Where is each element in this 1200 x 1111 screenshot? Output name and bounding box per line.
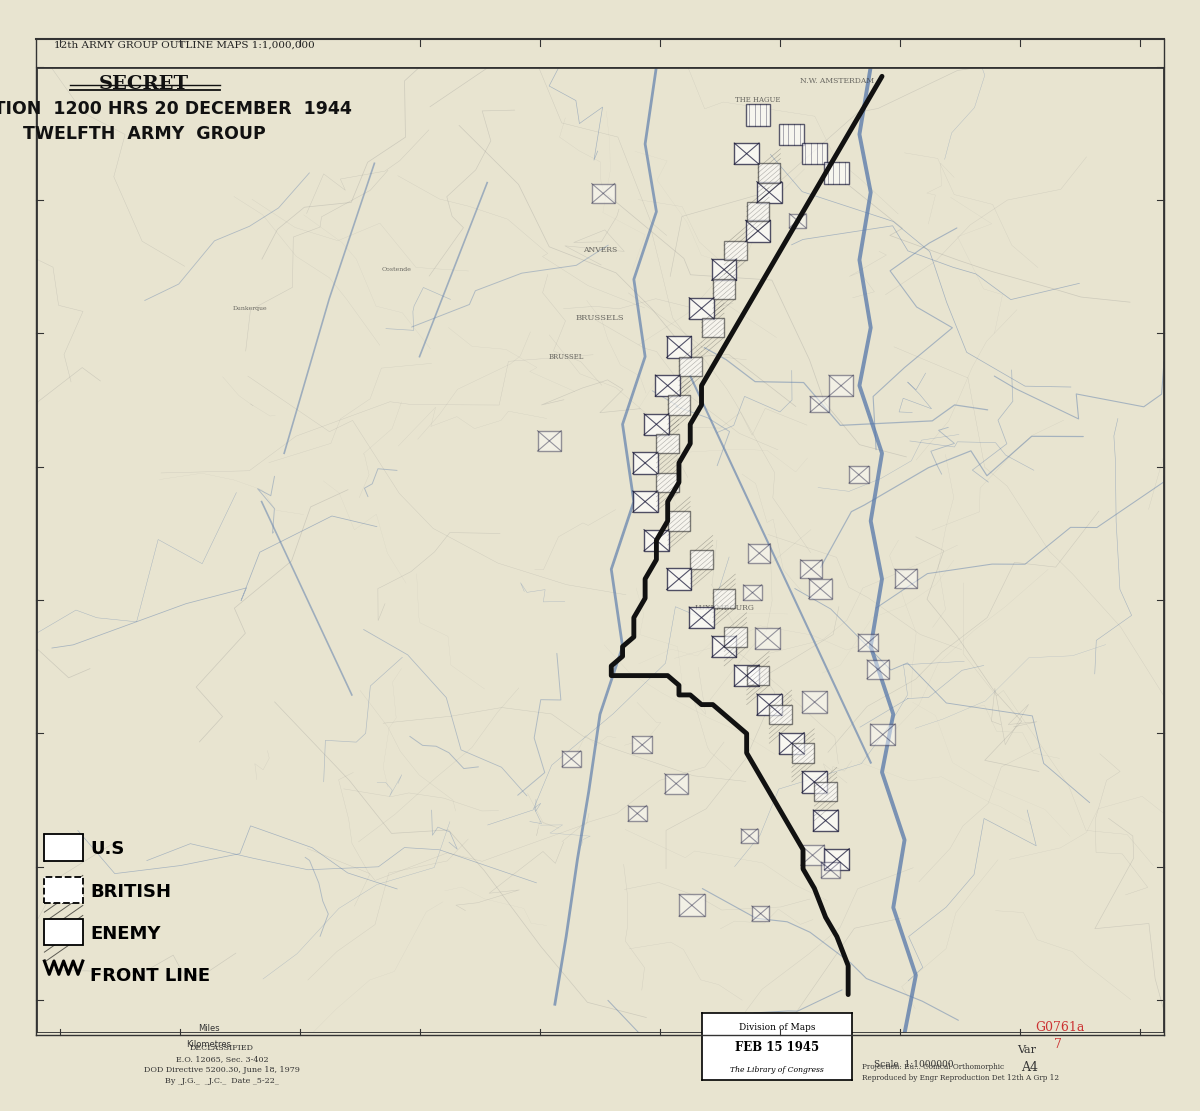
Bar xyxy=(666,337,691,358)
Bar xyxy=(800,560,822,578)
Bar xyxy=(829,376,853,397)
Text: A4: A4 xyxy=(1021,1061,1038,1074)
Bar xyxy=(769,704,792,724)
Text: Dunkerque: Dunkerque xyxy=(233,306,268,311)
Text: 12th ARMY GROUP OUTLINE MAPS 1:1,000,000: 12th ARMY GROUP OUTLINE MAPS 1:1,000,000 xyxy=(54,41,314,50)
Bar xyxy=(734,143,760,164)
Bar xyxy=(712,259,737,280)
Bar xyxy=(814,810,838,831)
Bar xyxy=(757,182,781,203)
Bar xyxy=(824,162,850,183)
Bar xyxy=(757,694,781,715)
Bar xyxy=(724,241,746,260)
Bar xyxy=(689,607,714,628)
Bar xyxy=(656,472,679,492)
Bar xyxy=(628,805,647,821)
Bar xyxy=(538,431,562,451)
Bar xyxy=(751,905,769,921)
Bar xyxy=(802,143,827,164)
Bar xyxy=(690,550,713,569)
Bar xyxy=(702,318,724,338)
Bar xyxy=(809,579,832,599)
Text: BRUSSELS: BRUSSELS xyxy=(576,314,624,322)
Text: SECRET: SECRET xyxy=(98,74,190,93)
Text: BRUSSEL: BRUSSEL xyxy=(548,352,584,361)
Bar xyxy=(644,413,668,434)
Text: Division of Maps: Division of Maps xyxy=(739,1023,815,1032)
Bar xyxy=(746,665,769,685)
Text: DECLASSIFIED
E.O. 12065, Sec. 3-402
DOD Directive 5200.30, June 18, 1979
By _J.G: DECLASSIFIED E.O. 12065, Sec. 3-402 DOD … xyxy=(144,1044,300,1085)
Bar xyxy=(667,396,690,414)
Bar xyxy=(734,665,760,687)
Bar xyxy=(746,202,769,221)
Text: The Library of Congress: The Library of Congress xyxy=(730,1065,824,1074)
Bar xyxy=(802,771,827,792)
Text: Oostende: Oostende xyxy=(382,267,412,272)
Bar xyxy=(743,584,762,600)
Bar xyxy=(742,829,757,843)
Text: 7: 7 xyxy=(1054,1038,1062,1051)
Text: G0761a: G0761a xyxy=(1036,1021,1085,1034)
Bar xyxy=(858,634,878,651)
Bar xyxy=(632,491,658,512)
Bar xyxy=(895,569,917,588)
Text: BRITISH: BRITISH xyxy=(90,882,172,901)
Bar xyxy=(803,691,827,712)
Bar xyxy=(667,511,690,531)
Text: Kilometres: Kilometres xyxy=(186,1040,230,1049)
Bar xyxy=(749,543,770,562)
Bar xyxy=(644,530,668,551)
Bar xyxy=(712,635,737,658)
Bar xyxy=(779,123,804,144)
Bar xyxy=(850,467,869,483)
Bar xyxy=(815,782,836,801)
Text: Miles: Miles xyxy=(198,1024,220,1033)
Bar xyxy=(689,298,714,319)
Bar xyxy=(666,569,691,590)
Bar xyxy=(779,732,804,754)
Bar xyxy=(745,220,770,241)
Bar xyxy=(790,213,806,228)
Text: LUXEMBOURG: LUXEMBOURG xyxy=(694,604,754,612)
Text: Projection: Eu... Conical Orthomorphic
Reproduced by Engr Reproduction Det 12th : Projection: Eu... Conical Orthomorphic R… xyxy=(862,1063,1058,1082)
Bar xyxy=(800,845,824,865)
Bar xyxy=(592,183,614,203)
Bar xyxy=(866,660,889,679)
Bar xyxy=(713,279,736,299)
Bar xyxy=(679,357,702,376)
Bar xyxy=(810,397,828,412)
Bar xyxy=(632,452,658,473)
Text: TWELFTH  ARMY  GROUP: TWELFTH ARMY GROUP xyxy=(23,124,265,143)
Text: THE HAGUE: THE HAGUE xyxy=(736,97,781,104)
Bar xyxy=(713,589,736,608)
Text: ENEMY: ENEMY xyxy=(90,924,161,943)
Text: N.W. AMSTERDAM: N.W. AMSTERDAM xyxy=(800,77,874,86)
Bar xyxy=(824,849,850,870)
Bar xyxy=(562,751,581,767)
Text: Scale  1:1000000: Scale 1:1000000 xyxy=(874,1060,953,1069)
Bar xyxy=(870,724,895,745)
Bar xyxy=(679,894,704,917)
Text: FEB 15 1945: FEB 15 1945 xyxy=(734,1041,820,1054)
Bar xyxy=(724,628,746,647)
Bar xyxy=(656,434,679,453)
Bar xyxy=(745,104,770,126)
Bar xyxy=(758,163,780,182)
Bar xyxy=(665,773,688,793)
Text: Var: Var xyxy=(1018,1045,1037,1055)
Bar xyxy=(792,743,815,762)
Bar xyxy=(755,628,780,649)
Bar xyxy=(821,862,840,878)
Text: FRONT LINE: FRONT LINE xyxy=(90,967,210,985)
Bar xyxy=(655,376,680,397)
Text: U.S: U.S xyxy=(90,840,125,859)
Bar xyxy=(632,737,652,753)
Text: ANVERS: ANVERS xyxy=(583,247,617,254)
Text: SITUATION  1200 HRS 20 DECEMBER  1944: SITUATION 1200 HRS 20 DECEMBER 1944 xyxy=(0,100,352,119)
